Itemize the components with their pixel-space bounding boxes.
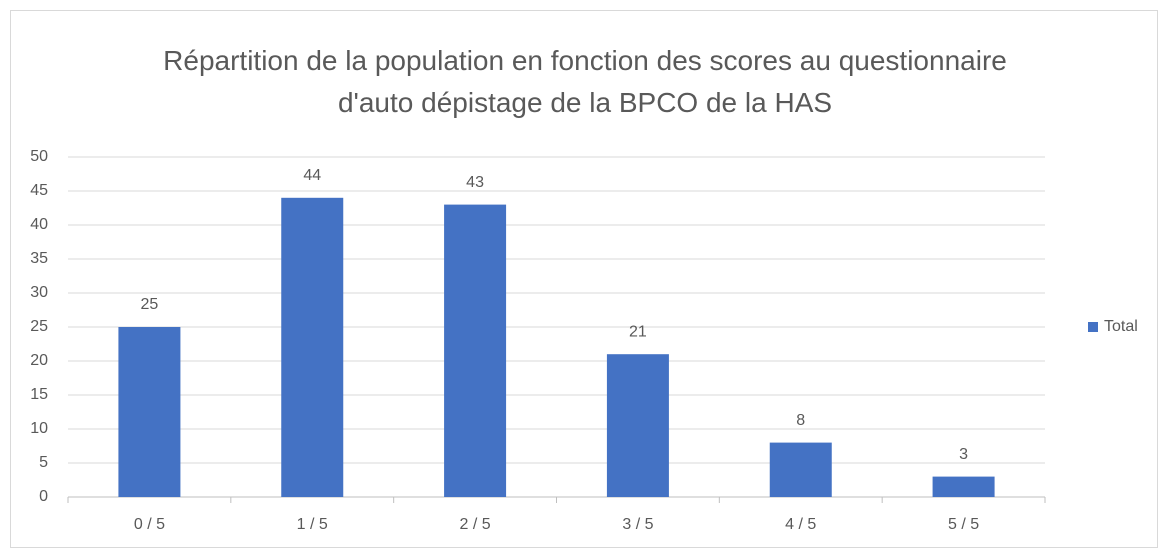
bar <box>769 442 832 497</box>
x-tick-label: 0 / 5 <box>134 516 165 533</box>
legend-label: Total <box>1104 318 1138 335</box>
data-label: 21 <box>629 323 647 340</box>
y-tick-label: 5 <box>39 454 48 471</box>
data-label: 8 <box>796 412 805 429</box>
y-tick-label: 45 <box>30 182 48 199</box>
chart-title: Répartition de la population en fonction… <box>163 45 1007 118</box>
data-label: 44 <box>303 167 321 184</box>
bar <box>118 327 181 497</box>
bar <box>281 197 344 498</box>
y-tick-label: 30 <box>30 284 48 301</box>
bar <box>444 204 507 497</box>
x-tick-label: 4 / 5 <box>785 516 816 533</box>
bar <box>606 354 669 497</box>
chart-frame <box>10 10 1158 548</box>
y-tick-label: 20 <box>30 352 48 369</box>
y-tick-label: 35 <box>30 250 48 267</box>
legend-swatch <box>1088 322 1098 332</box>
x-tick-label: 1 / 5 <box>297 516 328 533</box>
data-label: 3 <box>959 446 968 463</box>
y-tick-label: 0 <box>39 488 48 505</box>
y-tick-label: 15 <box>30 386 48 403</box>
bar <box>932 476 995 497</box>
x-tick-label: 2 / 5 <box>460 516 491 533</box>
data-label: 25 <box>141 296 159 313</box>
y-tick-label: 40 <box>30 216 48 233</box>
x-tick-label: 5 / 5 <box>948 516 979 533</box>
x-tick-label: 3 / 5 <box>622 516 653 533</box>
y-tick-label: 50 <box>30 148 48 165</box>
y-tick-label: 10 <box>30 420 48 437</box>
y-tick-label: 25 <box>30 318 48 335</box>
data-label: 43 <box>466 174 484 191</box>
